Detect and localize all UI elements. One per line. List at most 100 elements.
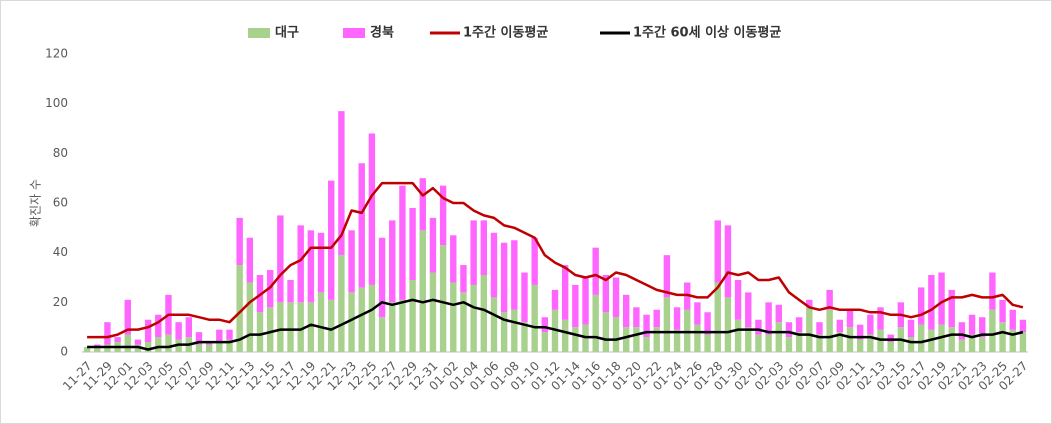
bar-segment: [450, 235, 457, 283]
y-tick-label: 100: [45, 96, 68, 110]
bar-segment: [124, 334, 131, 352]
bar-segment: [307, 230, 315, 303]
y-tick-label: 20: [53, 295, 68, 309]
bar-segment: [378, 317, 386, 352]
bar-segment: [704, 334, 711, 352]
bar-segment: [490, 297, 498, 352]
bar-segment: [907, 319, 915, 338]
bar-segment: [572, 284, 579, 328]
bar-segment: [958, 322, 966, 340]
bar-segment: [846, 327, 854, 352]
bar-segment: [806, 299, 813, 308]
bar-segment: [134, 339, 142, 345]
bar-segment: [938, 272, 945, 325]
bar-segment: [948, 289, 955, 328]
bar-segment: [175, 322, 182, 340]
bar-segment: [348, 292, 355, 352]
bar-segment: [419, 178, 426, 231]
bar-segment: [806, 307, 813, 352]
bar-segment: [378, 237, 386, 318]
bar-segment: [1009, 329, 1016, 352]
y-tick-label: 0: [60, 345, 68, 359]
bar-segment: [745, 292, 752, 328]
bar-segment: [144, 342, 152, 352]
bar-segment: [195, 332, 203, 345]
bar-segment: [775, 304, 782, 323]
bar-segment: [287, 279, 294, 303]
bar-segment: [724, 297, 732, 352]
bar-segment: [877, 307, 884, 330]
bar-segment: [104, 344, 111, 352]
bar-segment: [694, 302, 701, 325]
bar-segment: [521, 322, 528, 352]
legend-label: 경북: [370, 25, 394, 41]
bar-segment: [328, 299, 335, 352]
bar-segment: [195, 344, 203, 352]
bar-segment: [236, 217, 243, 266]
bar-segment: [602, 312, 610, 352]
bar-segment: [429, 217, 437, 273]
bar-segment: [826, 289, 833, 310]
bar-segment: [928, 275, 935, 330]
bar-segment: [409, 279, 416, 352]
legend-label: 대구: [275, 26, 299, 41]
bar-segment: [338, 111, 345, 256]
bar-segment: [216, 329, 223, 343]
legend-swatch: [248, 28, 270, 38]
bar-segment: [602, 275, 610, 313]
bar-segment: [856, 324, 864, 340]
bar-segment: [867, 334, 874, 352]
bar-segment: [104, 322, 111, 345]
bar-segment: [460, 265, 467, 293]
line-series: [87, 181, 1024, 339]
bar-segment: [836, 319, 844, 333]
bar-segment: [907, 337, 915, 352]
bar-segment: [714, 282, 721, 352]
bar-segment: [541, 332, 549, 352]
bar-segment: [887, 342, 894, 352]
bar-segment: [389, 220, 396, 303]
bar-segment: [623, 294, 630, 328]
y-tick-label: 40: [53, 245, 68, 259]
bar-segment: [470, 284, 477, 352]
bar-segment: [592, 247, 599, 295]
bar-segment: [704, 312, 711, 335]
bar-segment: [826, 309, 833, 352]
bar-segment: [775, 322, 782, 352]
bar-segment: [307, 302, 315, 352]
legend-label: 1주간 60세 이상 이동평균: [633, 25, 781, 41]
bar-segment: [266, 307, 274, 352]
bar-segment: [999, 299, 1006, 323]
bar-segment: [338, 255, 345, 352]
bar-segment: [297, 302, 304, 352]
bar-segment: [623, 327, 630, 352]
line-series: [87, 298, 1024, 351]
bar-segment: [83, 347, 91, 352]
bar-segment: [94, 347, 101, 352]
bar-segment: [765, 334, 772, 352]
bar-segment: [673, 307, 681, 330]
bar-segment: [439, 245, 447, 352]
bar-segment: [439, 185, 447, 246]
bar-segment: [297, 225, 304, 303]
bar-segment: [867, 314, 874, 335]
legend-swatch: [343, 28, 365, 38]
bar-segment: [500, 312, 508, 352]
bar-segment: [785, 337, 793, 352]
bar-segment: [572, 327, 579, 352]
y-axis-title: 확진자 수: [29, 179, 43, 227]
bar-segment: [816, 322, 823, 335]
bar-segment: [246, 237, 254, 283]
bar-segment: [887, 334, 894, 343]
bar-segment: [948, 327, 955, 352]
bar-segment: [429, 272, 437, 352]
bar-segment: [155, 337, 162, 352]
bar-segment: [917, 287, 925, 325]
bar-segment: [979, 317, 986, 338]
bar-segment: [511, 240, 518, 310]
bar-segment: [460, 292, 467, 352]
bar-segment: [989, 309, 996, 352]
bar-segment: [734, 279, 742, 320]
bar-segment: [643, 314, 650, 338]
